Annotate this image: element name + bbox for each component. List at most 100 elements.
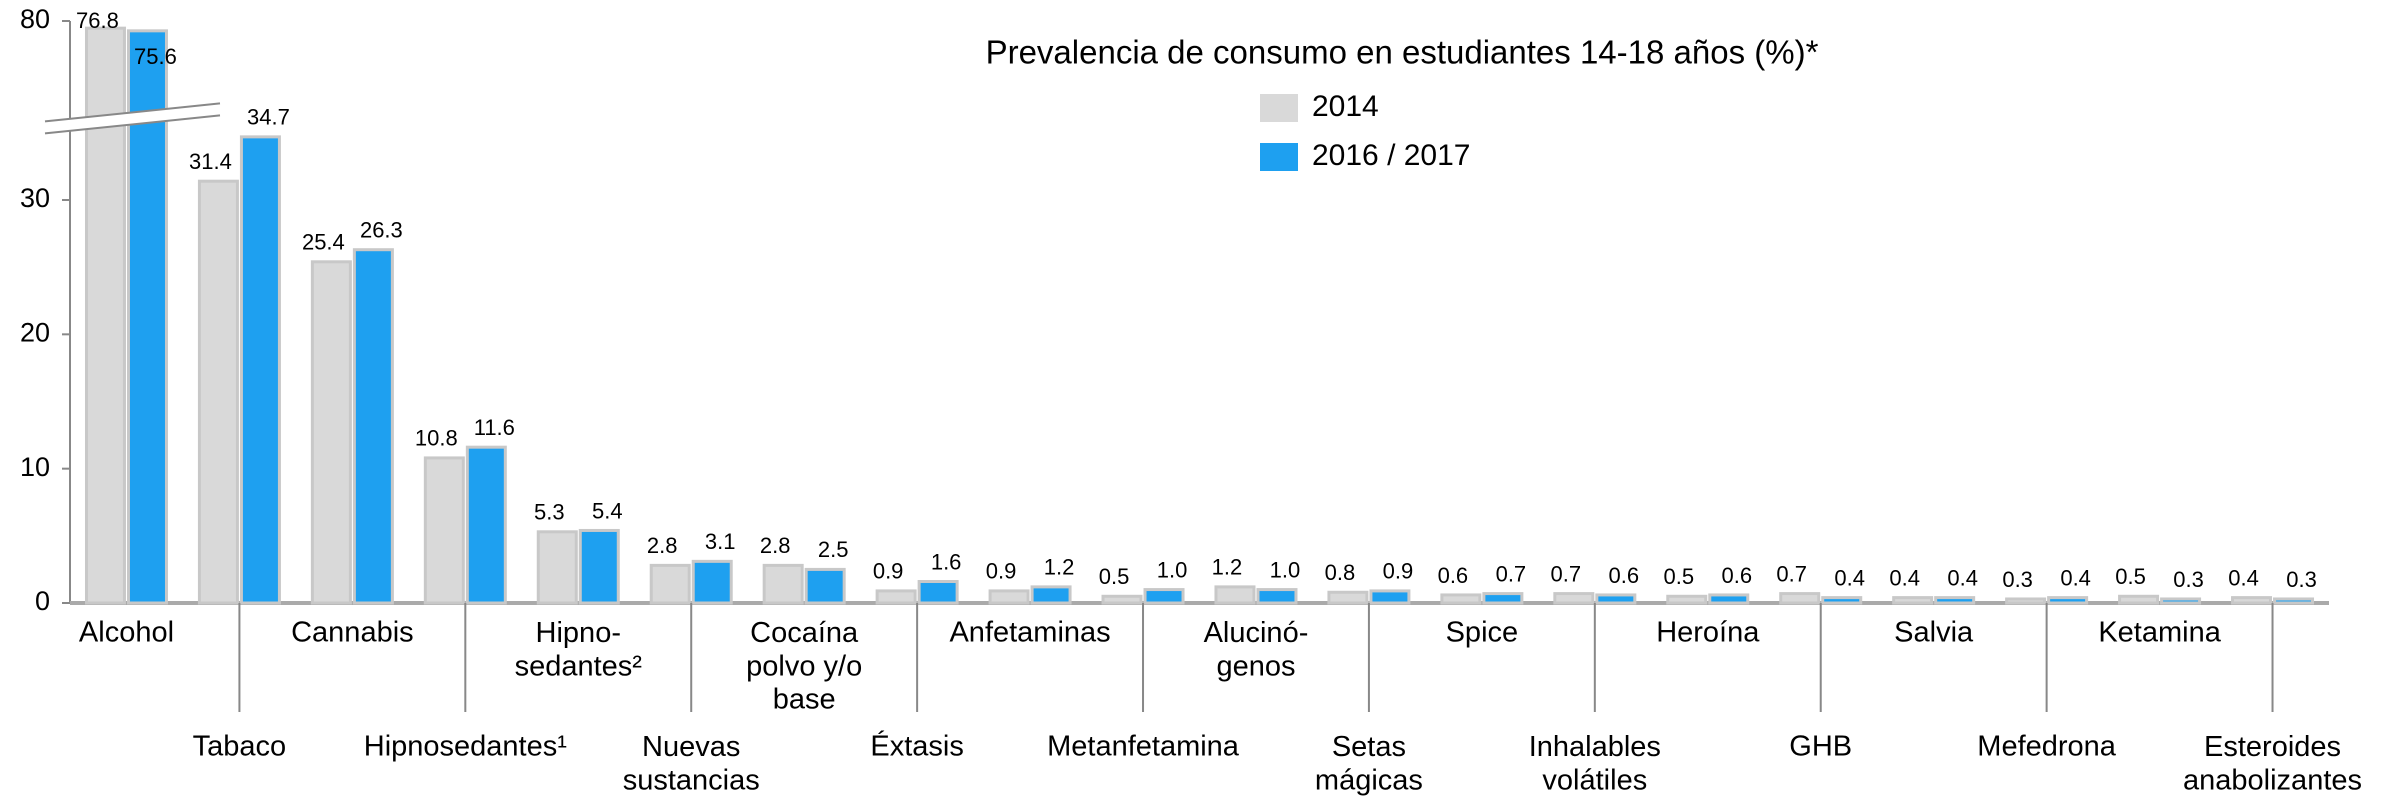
- x-tick-label: Esteroides anabolizantes: [2183, 731, 2362, 796]
- x-tick-label: Salvia: [1894, 617, 1974, 649]
- y-tick-label: 10: [20, 452, 50, 482]
- axis-break: [44, 114, 221, 135]
- value-label: 0.4: [2228, 565, 2259, 590]
- value-label: 0.9: [873, 559, 904, 584]
- value-label: 2.5: [818, 537, 849, 562]
- x-tick-label: Tabaco: [193, 731, 287, 763]
- bar: [2160, 597, 2202, 605]
- value-label: 0.4: [1889, 565, 1920, 590]
- value-label: 25.4: [302, 230, 345, 255]
- bar: [239, 135, 281, 605]
- value-label: 1.0: [1270, 557, 1301, 582]
- bar: [691, 559, 733, 605]
- value-label: 2.8: [647, 533, 678, 558]
- bar: [2273, 597, 2315, 605]
- bar: [1892, 596, 1934, 605]
- bar: [1934, 596, 1976, 605]
- bar: [988, 589, 1030, 605]
- bar: [126, 29, 168, 605]
- x-tick-label: Ketamina: [2098, 617, 2221, 649]
- x-tick-label: Heroína: [1656, 617, 1760, 649]
- value-label: 76.8: [76, 8, 119, 33]
- value-label: 0.7: [1776, 561, 1807, 586]
- x-tick-label: Hipnosedantes¹: [364, 731, 567, 763]
- bar: [2047, 596, 2089, 605]
- value-label: 1.0: [1157, 557, 1188, 582]
- value-label: 34.7: [247, 105, 290, 130]
- bar: [423, 456, 465, 605]
- value-label: 0.4: [2060, 565, 2091, 590]
- bar: [1214, 585, 1256, 605]
- legend-swatch: [1260, 94, 1298, 122]
- y-tick-label: 0: [35, 586, 50, 616]
- bar: [2005, 597, 2047, 605]
- bar: [578, 528, 620, 605]
- bar: [536, 530, 578, 605]
- axis-break: [44, 102, 221, 123]
- value-label: 75.6: [134, 44, 177, 69]
- x-tick-label: Spice: [1446, 617, 1519, 649]
- x-tick-label: GHB: [1789, 731, 1852, 763]
- bar: [1708, 593, 1750, 605]
- value-label: 11.6: [474, 415, 515, 440]
- y-tick-label: 30: [20, 183, 50, 213]
- value-label: 5.4: [592, 498, 623, 523]
- x-tick-label: Anfetaminas: [949, 617, 1110, 649]
- x-tick-label: Inhalables volátiles: [1529, 731, 1661, 796]
- x-tick-label: Alucinó-genos: [1204, 617, 1309, 682]
- value-label: 3.1: [705, 529, 736, 554]
- value-label: 1.6: [931, 549, 962, 574]
- bar: [1369, 589, 1411, 605]
- bar: [1553, 592, 1595, 605]
- bar: [1440, 593, 1482, 605]
- x-tick-label: Alcohol: [79, 617, 174, 649]
- bar: [1482, 592, 1524, 605]
- bar: [804, 567, 846, 605]
- legend-swatch: [1260, 143, 1298, 171]
- value-label: 0.3: [2002, 567, 2033, 592]
- value-label: 10.8: [415, 426, 458, 451]
- bar: [1595, 593, 1637, 605]
- value-label: 0.5: [1099, 564, 1130, 589]
- axis-break-gap: [45, 103, 220, 134]
- bar: [1143, 588, 1185, 605]
- bar: [1821, 596, 1863, 605]
- value-label: 1.2: [1044, 555, 1075, 580]
- x-tick-label: Mefedrona: [1977, 731, 2117, 763]
- bar: [2231, 596, 2273, 605]
- value-label: 0.4: [1947, 565, 1978, 590]
- bar: [1779, 592, 1821, 605]
- bar: [649, 563, 691, 605]
- chart-title: Prevalencia de consumo en estudiantes 14…: [986, 34, 1819, 71]
- value-label: 0.8: [1325, 560, 1356, 585]
- x-tick-label: Metanfetamina: [1047, 731, 1240, 763]
- bar: [2118, 594, 2160, 605]
- value-label: 5.3: [534, 500, 565, 525]
- bar: [875, 589, 917, 605]
- value-label: 0.7: [1496, 561, 1527, 586]
- value-label: 0.5: [1663, 564, 1694, 589]
- value-label: 0.9: [1383, 559, 1414, 584]
- bar: [352, 248, 394, 605]
- value-label: 0.6: [1609, 563, 1640, 588]
- value-label: 0.6: [1438, 563, 1469, 588]
- bar: [762, 563, 804, 605]
- bar: [197, 179, 239, 605]
- value-label: 31.4: [189, 149, 232, 174]
- x-tick-label: Setas mágicas: [1315, 731, 1423, 796]
- value-label: 0.3: [2173, 567, 2204, 592]
- bar: [1327, 590, 1369, 605]
- bar: [1666, 594, 1708, 605]
- value-label: 26.3: [360, 218, 403, 243]
- value-label: 2.8: [760, 533, 791, 558]
- bar: [1256, 588, 1298, 605]
- bar: [1101, 594, 1143, 605]
- value-label: 0.4: [1834, 565, 1865, 590]
- x-tick-label: Cocaína polvo y/o base: [746, 617, 862, 716]
- bar: [310, 260, 352, 605]
- x-tick-label: Nuevas sustancias: [623, 731, 760, 796]
- legend-label: 2016 / 2017: [1312, 139, 1470, 172]
- x-tick-label: Éxtasis: [870, 730, 963, 763]
- y-tick-label: 80: [20, 4, 50, 34]
